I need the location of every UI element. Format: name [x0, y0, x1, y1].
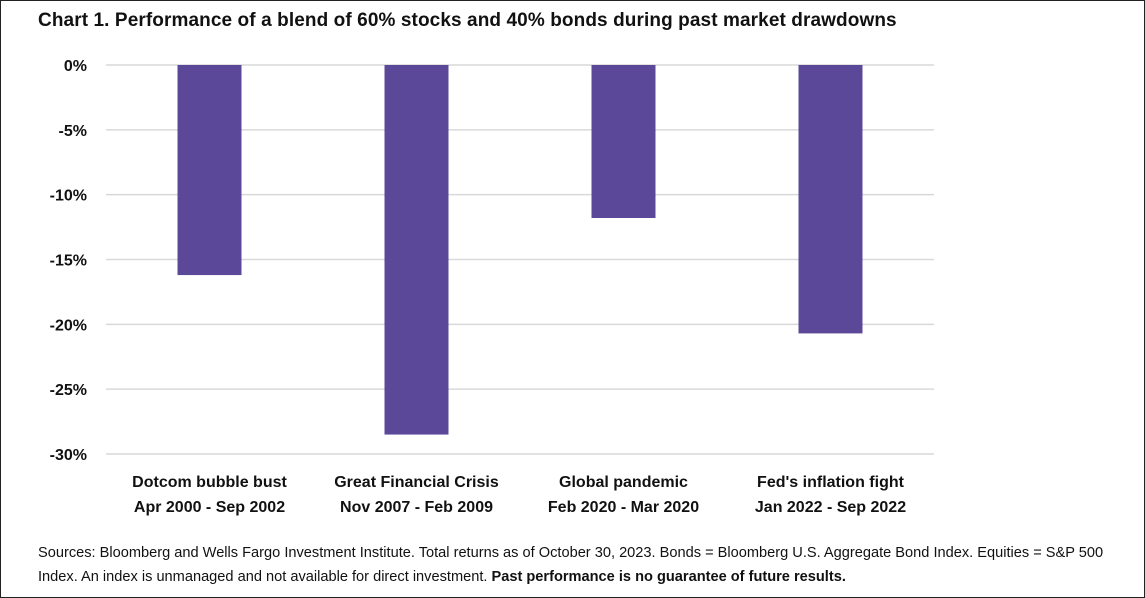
footnote-disclaimer: Past performance is no guarantee of futu… [491, 569, 846, 585]
x-category-label: Jan 2022 - Sep 2022 [755, 499, 906, 516]
footnote-text: Sources: Bloomberg and Wells Fargo Inves… [38, 545, 1104, 585]
y-tick-label: -15% [50, 253, 87, 270]
bar [384, 65, 449, 435]
bar-chart: 0% -5% -10% -15% -20% -25% -30% Dotcom bubble … [50, 58, 934, 516]
x-category-label: Global pandemic [559, 474, 688, 491]
x-category-label: Great Financial Crisis [334, 474, 499, 491]
x-axis-categories: Dotcom bubble bust Apr 2000 - Sep 2002 Gre… [132, 474, 906, 516]
x-category-label: Apr 2000 - Sep 2002 [134, 499, 285, 516]
gridlines [106, 64, 934, 455]
x-category-label: Dotcom bubble bust [132, 474, 287, 491]
y-tick-label: -20% [50, 317, 87, 334]
chart-title: Chart 1. Performance of a blend of 60% s… [38, 10, 897, 31]
bar [177, 65, 242, 276]
bar [591, 65, 656, 219]
x-category-label: Nov 2007 - Feb 2009 [340, 499, 493, 516]
y-tick-label: -5% [59, 123, 87, 140]
y-tick-label: -25% [50, 382, 87, 399]
y-axis-ticks: 0% -5% -10% -15% -20% -25% -30% [50, 58, 87, 464]
y-tick-label: -10% [50, 188, 87, 205]
bar [798, 65, 863, 334]
x-category-label: Fed's inflation fight [757, 474, 905, 491]
y-tick-label: 0% [64, 58, 87, 75]
source-footnote: Sources: Bloomberg and Wells Fargo Inves… [38, 541, 1118, 589]
x-category-label: Feb 2020 - Mar 2020 [548, 499, 699, 516]
y-tick-label: -30% [50, 447, 87, 464]
bars [177, 65, 863, 435]
